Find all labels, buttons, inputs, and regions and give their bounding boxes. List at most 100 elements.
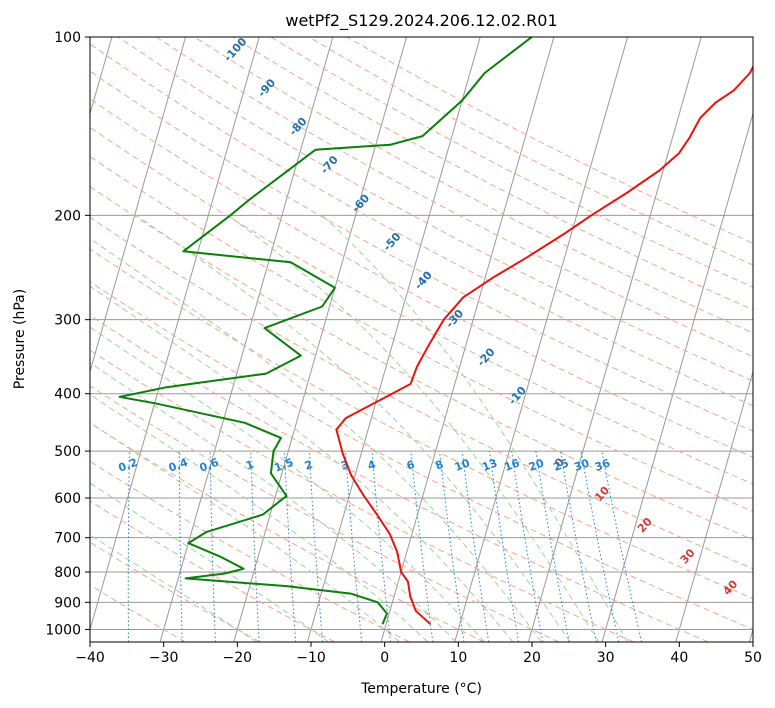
dry-adiabat-line bbox=[90, 422, 485, 642]
temperature-series bbox=[335, 64, 753, 625]
dry-adiabat-line bbox=[90, 500, 335, 642]
x-tick-label: 30 bbox=[597, 650, 615, 666]
mixing-ratio-line bbox=[580, 451, 620, 642]
dry-adiabat-line bbox=[346, 37, 753, 244]
mixing-ratio-label: 0.2 bbox=[117, 456, 140, 475]
background-line-labels: 0.1 0.2 0.4 0.6 1 1.5 2 3 4 6 8 10 13 16 20 25 30 36-100-… bbox=[70, 35, 741, 598]
y-tick-label: 800 bbox=[54, 565, 81, 581]
mixing-ratio-line bbox=[601, 451, 643, 642]
dry-adiabat-label: -10 bbox=[506, 384, 529, 408]
mixing-ratio-label: 1.5 bbox=[272, 456, 295, 475]
dry-adiabat-line bbox=[90, 314, 709, 642]
dry-adiabat-line bbox=[90, 185, 753, 541]
dry-adiabat-line bbox=[270, 37, 753, 288]
y-tick-label: 500 bbox=[54, 444, 81, 460]
mixing-ratio-label: 0.4 bbox=[167, 456, 190, 475]
x-tick-label: 0 bbox=[380, 650, 389, 666]
mixing-ratio-line bbox=[439, 451, 465, 642]
y-tick-label: 600 bbox=[54, 491, 81, 507]
dry-adiabat-label: -90 bbox=[255, 76, 278, 100]
dry-adiabat-label: -40 bbox=[412, 268, 435, 292]
x-tick-label: 10 bbox=[449, 650, 467, 666]
mixing-ratio-line bbox=[127, 451, 130, 642]
mixing-ratio-line bbox=[410, 451, 434, 642]
mixing-ratio-label: 3 bbox=[339, 458, 351, 473]
mixing-ratio-line bbox=[345, 451, 363, 642]
mixing-ratio-line bbox=[284, 451, 297, 642]
x-tick-label: −40 bbox=[75, 650, 105, 666]
mixing-ratio-label: 20 bbox=[527, 456, 546, 474]
moist-adiabat-line bbox=[90, 285, 514, 642]
mixing-ratio-label: 25 bbox=[552, 456, 571, 473]
x-tick-label: 20 bbox=[523, 650, 541, 666]
dry-adiabat-line bbox=[90, 584, 186, 642]
mixing-ratio-label: 16 bbox=[502, 456, 521, 474]
dry-adiabat-line bbox=[117, 37, 753, 382]
mixing-ratio-label: 4 bbox=[366, 458, 378, 473]
dry-adiabat-label: -100 bbox=[221, 35, 249, 64]
mixing-ratio-label: 0.1 bbox=[70, 456, 93, 475]
mixing-ratio-line bbox=[560, 451, 597, 642]
dry-adiabat-label: -30 bbox=[443, 307, 466, 331]
moist-adiabat-line bbox=[321, 214, 629, 642]
plot-frame bbox=[89, 36, 754, 643]
dry-adiabat-line bbox=[90, 248, 753, 600]
dry-adiabat-label: -80 bbox=[287, 115, 310, 139]
dry-adiabat-line bbox=[90, 155, 753, 513]
dry-adiabat-line bbox=[90, 541, 261, 642]
y-tick-label: 1000 bbox=[45, 622, 81, 638]
y-tick-label: 100 bbox=[54, 30, 81, 46]
isotherm-line bbox=[90, 37, 260, 632]
y-axis: 1000 900 800 700 600 500 400 300 200 100 bbox=[45, 30, 90, 638]
moist-adiabat-line bbox=[90, 422, 400, 642]
isotherm-line bbox=[454, 37, 629, 642]
dry-adiabat-line bbox=[90, 98, 753, 458]
moist-adiabat-line bbox=[90, 482, 329, 642]
dry-adiabat-line bbox=[308, 37, 753, 266]
moist-adiabat-label: 10 bbox=[592, 484, 612, 504]
chart-title: wetPf2_S129.2024.206.12.02.R01 bbox=[285, 11, 557, 31]
background-lines bbox=[90, 37, 753, 642]
isotherm-line bbox=[601, 111, 753, 642]
dry-adiabat-line bbox=[90, 216, 753, 570]
moist-adiabat-label: 30 bbox=[678, 546, 698, 566]
moist-adiabat-line bbox=[90, 326, 485, 642]
mixing-ratio-line bbox=[489, 451, 519, 642]
dry-adiabat-line bbox=[90, 460, 410, 642]
y-tick-label: 700 bbox=[54, 531, 81, 547]
y-tick-label: 900 bbox=[54, 595, 81, 611]
isotherm-line bbox=[159, 37, 334, 642]
mixing-ratio-line bbox=[461, 451, 490, 642]
dry-adiabat-line bbox=[90, 349, 634, 642]
y-tick-label: 400 bbox=[54, 387, 81, 403]
series-line bbox=[118, 37, 533, 625]
y-tick-label: 300 bbox=[54, 313, 81, 329]
y-axis-label: Pressure (hPa) bbox=[12, 289, 28, 389]
dry-adiabat-line bbox=[90, 70, 753, 432]
moist-adiabat-line bbox=[90, 393, 429, 642]
mixing-ratio-line bbox=[250, 451, 260, 642]
moist-adiabat-line bbox=[227, 214, 600, 642]
dry-adiabat-line bbox=[90, 281, 753, 630]
dry-adiabat-label: -70 bbox=[318, 153, 341, 177]
mixing-ratio-label: 13 bbox=[480, 456, 499, 473]
series-layer bbox=[118, 37, 753, 625]
series-line bbox=[335, 64, 753, 625]
x-tick-label: −20 bbox=[223, 650, 253, 666]
mixing-ratio-label: 1 bbox=[244, 458, 256, 473]
moist-adiabat-line bbox=[90, 238, 542, 642]
dry-adiabat-label: -60 bbox=[349, 191, 372, 215]
dry-adiabat-line bbox=[156, 37, 753, 358]
isotherm-line bbox=[90, 37, 187, 374]
x-axis-label: Temperature (°C) bbox=[360, 681, 482, 697]
isotherm-line bbox=[675, 369, 753, 642]
y-tick-label: 200 bbox=[54, 208, 81, 224]
x-tick-label: 50 bbox=[744, 650, 762, 666]
mixing-ratio-label: 2 bbox=[303, 458, 315, 473]
isotherm-line bbox=[233, 37, 408, 642]
mixing-ratio-label: 10 bbox=[453, 456, 472, 474]
moist-adiabat-line bbox=[90, 362, 457, 642]
dry-adiabat-line bbox=[90, 126, 753, 485]
isotherm-line bbox=[527, 37, 702, 642]
